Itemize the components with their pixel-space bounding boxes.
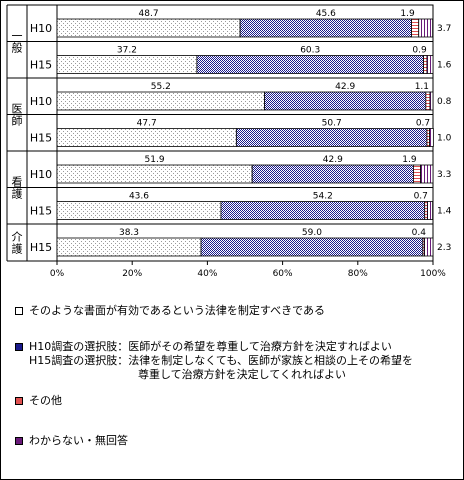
bar-segment-4 xyxy=(426,55,434,74)
data-label: 51.9 xyxy=(145,155,165,165)
data-label: 60.3 xyxy=(300,46,320,56)
data-label: 47.7 xyxy=(137,119,157,129)
legend-item-law: そのような書面が有効であるという法律を制定すべきである xyxy=(15,304,455,318)
data-label: 59.0 xyxy=(302,228,322,238)
bar-segment-2 xyxy=(264,91,427,111)
bar-segment-2 xyxy=(220,201,426,220)
data-label: 43.6 xyxy=(129,192,149,202)
data-label: 1.9 xyxy=(400,9,415,19)
legend-label-respect-line2: H15調査の選択肢：法律を制定しなくても、医師が家族と相談の上その希望を xyxy=(29,354,414,367)
data-label: 0.4 xyxy=(412,228,427,238)
data-label: 0.9 xyxy=(412,46,427,56)
x-tick-label: 60% xyxy=(273,269,293,279)
data-label: 3.3 xyxy=(437,170,451,180)
legend-swatch-other xyxy=(15,397,23,405)
category-label: H15 xyxy=(30,132,52,145)
category-label: H10 xyxy=(30,168,52,181)
x-tick-label: 80% xyxy=(348,269,368,279)
category-label: H10 xyxy=(30,95,52,108)
x-tick-label: 0% xyxy=(50,269,65,279)
bar-segment-4 xyxy=(423,237,434,257)
bar-segment-3 xyxy=(425,91,431,111)
bar-segment-1 xyxy=(56,128,237,147)
bar-segment-1 xyxy=(56,55,198,74)
data-label: 48.7 xyxy=(139,9,159,19)
data-label: 50.7 xyxy=(322,119,342,129)
data-label: 1.1 xyxy=(415,82,429,92)
legend-label-law: そのような書面が有効であるという法律を制定すべきである xyxy=(29,304,326,317)
stacked-bar-chart: 48.7 45.6 1.9 3.7 H10 37.2 60.3 0.9 1.6 H15 55.2 42… xyxy=(6,4,452,279)
data-label: 1.9 xyxy=(402,155,417,165)
category-label: H15 xyxy=(30,241,52,254)
bar-segment-4 xyxy=(420,164,434,184)
bar-segment-2 xyxy=(251,164,414,184)
group-label: 一般 xyxy=(12,30,23,55)
legend-item-unknown: わからない・無回答 xyxy=(15,434,455,448)
bar-segment-4 xyxy=(418,18,434,38)
legend-item-other: その他 xyxy=(15,394,455,408)
data-label: 55.2 xyxy=(151,82,171,92)
bar-segment-2 xyxy=(196,55,424,74)
data-label: 2.3 xyxy=(437,243,451,253)
data-label: 1.0 xyxy=(437,134,452,144)
category-label: H10 xyxy=(30,22,52,35)
data-label: 45.6 xyxy=(316,9,336,19)
legend-swatch-respect xyxy=(15,343,23,351)
bar-segment-3 xyxy=(423,55,428,74)
bar-segment-1 xyxy=(56,201,222,220)
bar-segment-4 xyxy=(429,91,434,111)
category-label: H15 xyxy=(30,205,52,218)
legend-swatch-unknown xyxy=(15,437,23,445)
data-label: 54.2 xyxy=(313,192,333,202)
data-label: 1.4 xyxy=(437,207,452,217)
legend-label-respect-line1: H10調査の選択肢：医師がその希望を尊重して治療方針を決定すればよい xyxy=(29,340,392,353)
bar-segment-1 xyxy=(56,91,265,111)
bar-segment-3 xyxy=(411,18,420,38)
bar-segment-2 xyxy=(235,128,428,147)
legend: そのような書面が有効であるという法律を制定すべきである H10調査の選択肢：医師… xyxy=(15,304,455,448)
group-label: 介護 xyxy=(12,230,23,255)
data-label: 0.8 xyxy=(437,97,452,107)
x-tick-label: 100% xyxy=(420,269,446,279)
category-label: H15 xyxy=(30,59,52,72)
bar-segment-2 xyxy=(200,237,424,257)
bar-segment-1 xyxy=(56,164,253,184)
data-label: 37.2 xyxy=(117,46,137,56)
legend-label-other: その他 xyxy=(29,394,62,407)
legend-item-respect: H10調査の選択肢：医師がその希望を尊重して治療方針を決定すればよい H15調査… xyxy=(15,340,455,382)
data-label: 0.7 xyxy=(416,119,430,129)
bar-segment-1 xyxy=(56,18,241,38)
data-label: 3.7 xyxy=(437,24,451,34)
bar-segment-2 xyxy=(239,18,412,38)
legend-swatch-law xyxy=(15,307,23,315)
bar-segment-3 xyxy=(413,164,421,184)
data-label: 42.9 xyxy=(323,155,343,165)
data-label: 42.9 xyxy=(335,82,355,92)
data-label: 1.6 xyxy=(437,61,452,71)
group-label: 医師 xyxy=(12,103,23,128)
bar-segment-4 xyxy=(426,201,434,220)
data-label: 0.7 xyxy=(414,192,428,202)
x-tick-label: 20% xyxy=(122,269,142,279)
x-tick-label: 40% xyxy=(197,269,217,279)
bar-segment-4 xyxy=(429,128,434,147)
bar-segment-1 xyxy=(56,237,202,257)
legend-label-unknown: わからない・無回答 xyxy=(29,434,128,447)
data-label: 38.3 xyxy=(119,228,139,238)
legend-label-respect-line3: 尊重して治療方針を決定してくれればよい xyxy=(137,368,346,381)
group-label: 看護 xyxy=(12,175,23,201)
